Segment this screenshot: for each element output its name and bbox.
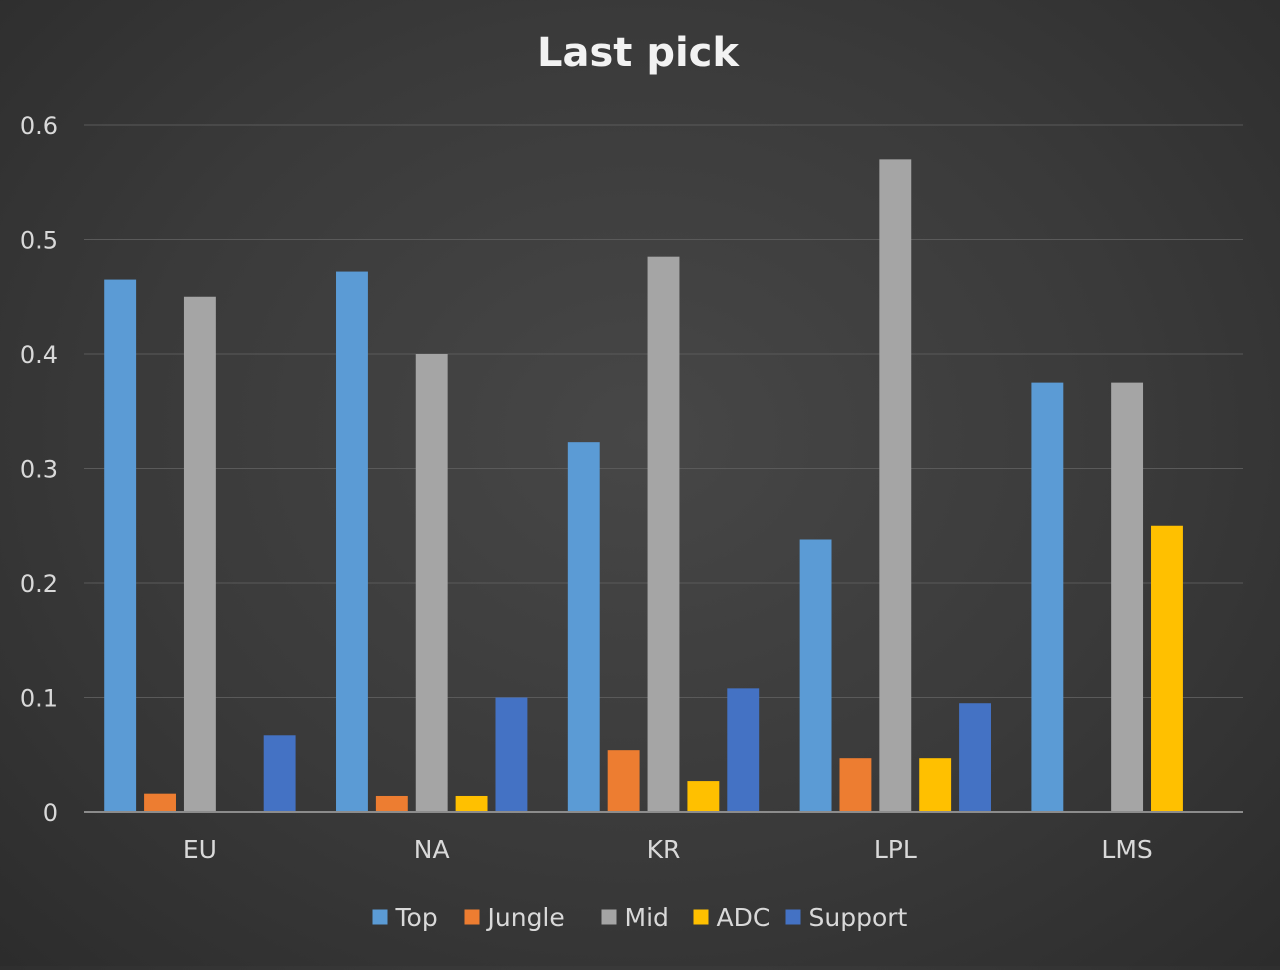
y-tick-label: 0.5 <box>20 227 58 255</box>
bar-support-lpl <box>959 703 991 812</box>
legend-label: ADC <box>717 903 771 932</box>
x-tick-label: EU <box>183 835 217 864</box>
bar-adc-lms <box>1151 525 1183 812</box>
y-tick-label: 0.4 <box>20 341 58 369</box>
legend-item-support: Support <box>785 903 908 932</box>
legend-swatch <box>785 909 801 925</box>
y-tick-label: 0 <box>43 799 58 827</box>
bar-support-kr <box>727 688 760 812</box>
bar-top-lpl <box>799 539 832 812</box>
legend-label: Mid <box>625 903 669 932</box>
legend-label: Jungle <box>486 903 565 932</box>
bar-jungle-kr <box>607 750 640 812</box>
legend-swatch <box>693 909 709 925</box>
bar-support-na <box>495 697 528 812</box>
bar-support-eu <box>263 735 296 812</box>
legend-item-jungle: Jungle <box>464 903 565 932</box>
bar-mid-lms <box>1111 382 1144 812</box>
bar-jungle-lpl <box>839 758 872 812</box>
bar-top-lms <box>1031 382 1064 812</box>
y-tick-label: 0.1 <box>20 685 58 713</box>
legend-swatch <box>464 909 480 925</box>
y-tick-label: 0.2 <box>20 570 58 598</box>
legend-item-mid: Mid <box>601 903 669 932</box>
chart-title: Last pick <box>537 30 740 76</box>
legend-item-top: Top <box>372 903 438 932</box>
y-axis-ticks: 0 0.1 0.2 0.3 0.4 0.5 0.6 <box>20 112 58 827</box>
bar-jungle-eu <box>144 793 176 812</box>
legend-label: Top <box>395 903 438 932</box>
legend-item-adc: ADC <box>693 903 771 932</box>
bar-adc-lpl <box>919 758 952 812</box>
bar-top-kr <box>567 442 600 812</box>
legend-swatch <box>372 909 388 925</box>
bar-mid-lpl <box>879 159 912 813</box>
bar-adc-na <box>455 795 488 812</box>
x-axis-ticks: EU NA KR LPL LMS <box>183 835 1153 864</box>
bar-adc-kr <box>687 781 720 812</box>
bar-mid-kr <box>647 256 680 812</box>
x-tick-label: LMS <box>1101 835 1152 864</box>
legend-label: Support <box>809 903 908 932</box>
x-tick-label: NA <box>414 835 450 864</box>
bar-jungle-na <box>375 795 408 812</box>
y-tick-label: 0.3 <box>20 456 58 484</box>
legend: Top Jungle Mid ADC Support <box>372 903 908 932</box>
x-tick-label: KR <box>647 835 681 864</box>
bar-top-na <box>336 271 368 812</box>
x-tick-label: LPL <box>874 835 917 864</box>
y-tick-label: 0.6 <box>20 112 58 140</box>
bar-top-eu <box>104 279 137 812</box>
legend-swatch <box>601 909 617 925</box>
bars <box>104 159 1183 813</box>
bar-mid-eu <box>183 296 216 812</box>
bar-mid-na <box>415 354 448 812</box>
